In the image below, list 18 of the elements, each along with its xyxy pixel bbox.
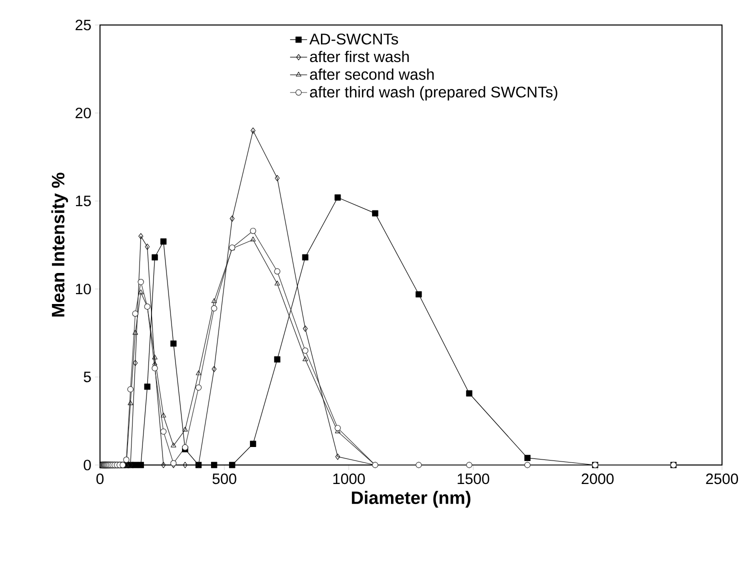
x-tick-label: 2500 (706, 474, 738, 484)
x-tick-label: 1000 (333, 474, 365, 484)
x-axis-title: Diameter (nm) (352, 490, 470, 508)
x-tick-label: 0 (96, 474, 104, 484)
x-tick-label: 2000 (582, 474, 614, 484)
legend-label: AD-SWCNTs (309, 34, 398, 45)
y-tick-label: 10 (76, 284, 91, 294)
x-tick-label: 500 (212, 474, 236, 484)
y-tick-label: 5 (84, 372, 91, 382)
legend-label: after third wash (prepared SWCNTs) (310, 86, 558, 101)
y-tick-label: 20 (76, 108, 91, 118)
y-tick-label: 15 (76, 196, 91, 206)
x-tick-label: 1500 (458, 474, 490, 484)
y-axis-title: Mean Intensity % (51, 172, 68, 317)
y-tick-label: 25 (76, 20, 91, 30)
legend-label: after first wash (310, 50, 409, 62)
legend-label: after second wash (310, 68, 434, 80)
y-tick-label: 0 (84, 460, 91, 470)
